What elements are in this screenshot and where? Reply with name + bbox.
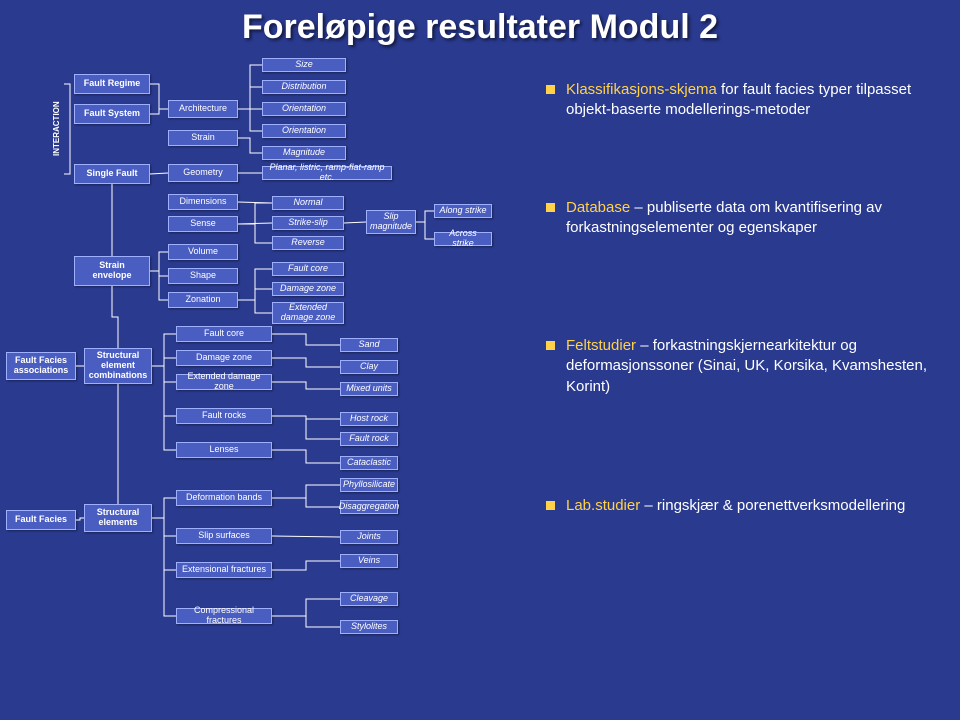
node-along_strike: Along strike	[434, 204, 492, 218]
node-comp_frac: Compressional fractures	[176, 608, 272, 624]
node-damage_zone: Damage zone	[176, 350, 272, 366]
node-sense: Sense	[168, 216, 238, 232]
node-slip_surf: Slip surfaces	[176, 528, 272, 544]
node-cleavage: Cleavage	[340, 592, 398, 606]
node-struct_elem_comb: Structuralelementcombinations	[84, 348, 152, 384]
node-clay: Clay	[340, 360, 398, 374]
node-dmg_zone2: Damage zone	[272, 282, 344, 296]
bullet-text: – ringskjær & porenettverksmodellering	[640, 497, 905, 514]
node-shape: Shape	[168, 268, 238, 284]
node-architecture: Architecture	[168, 100, 238, 118]
bullet-keyword: Database	[566, 199, 630, 216]
node-slip_mag: Slipmagnitude	[366, 210, 416, 234]
node-fault_system: Fault System	[74, 104, 150, 124]
node-orient2: Orientation	[262, 124, 346, 138]
node-dimensions: Dimensions	[168, 194, 238, 210]
node-mixed: Mixed units	[340, 382, 398, 396]
node-magnitude: Magnitude	[262, 146, 346, 160]
node-ff_assoc: Fault Faciesassociations	[6, 352, 76, 380]
node-single_fault: Single Fault	[74, 164, 150, 184]
node-fault_rocks: Fault rocks	[176, 408, 272, 424]
node-strain: Strain	[168, 130, 238, 146]
interaction-label: INTERACTION	[52, 94, 61, 164]
node-planar: Planar, listric, ramp-flat-ramp etc.	[262, 166, 392, 180]
bullet-keyword: Feltstudier	[566, 337, 636, 354]
node-fault_facies: Fault Facies	[6, 510, 76, 530]
node-volume: Volume	[168, 244, 238, 260]
node-disagg: Disaggregation	[340, 500, 398, 514]
node-across_strike: Across strike	[434, 232, 492, 246]
node-geometry: Geometry	[168, 164, 238, 182]
bullet-keyword: Lab.studier	[566, 497, 640, 514]
node-strike_slip: Strike-slip	[272, 216, 344, 230]
node-distribution: Distribution	[262, 80, 346, 94]
node-ext_dmg2: Extendeddamage zone	[272, 302, 344, 324]
node-lenses: Lenses	[176, 442, 272, 458]
node-ext_frac: Extensional fractures	[176, 562, 272, 578]
node-ext_dmg: Extended damage zone	[176, 374, 272, 390]
bullet-item: Lab.studier – ringskjær & porenettverksm…	[546, 496, 946, 516]
node-fault_core2: Fault core	[272, 262, 344, 276]
node-fault_core: Fault core	[176, 326, 272, 342]
node-sand: Sand	[340, 338, 398, 352]
node-fault_regime: Fault Regime	[74, 74, 150, 94]
bullet-item: Feltstudier – forkastningskjernearkitekt…	[546, 336, 946, 397]
bullet-keyword: Klassifikasjons-skjema	[566, 81, 717, 98]
bullet-item: Klassifikasjons-skjema for fault facies …	[546, 80, 946, 121]
node-veins: Veins	[340, 554, 398, 568]
node-reverse: Reverse	[272, 236, 344, 250]
bullet-list: Klassifikasjons-skjema for fault facies …	[546, 80, 946, 680]
node-orient1: Orientation	[262, 102, 346, 116]
node-strain_env: Strainenvelope	[74, 256, 150, 286]
node-phyllo: Phyllosilicate	[340, 478, 398, 492]
node-struct_elem: Structuralelements	[84, 504, 152, 532]
bullet-item: Database – publiserte data om kvantifise…	[546, 198, 946, 239]
node-stylolites: Stylolites	[340, 620, 398, 634]
page-title: Foreløpige resultater Modul 2	[0, 8, 960, 47]
node-cataclastic: Cataclastic	[340, 456, 398, 470]
node-normal: Normal	[272, 196, 344, 210]
node-fault_rock: Fault rock	[340, 432, 398, 446]
node-zonation: Zonation	[168, 292, 238, 308]
node-host_rock: Host rock	[340, 412, 398, 426]
node-def_bands: Deformation bands	[176, 490, 272, 506]
node-joints: Joints	[340, 530, 398, 544]
node-size: Size	[262, 58, 346, 72]
